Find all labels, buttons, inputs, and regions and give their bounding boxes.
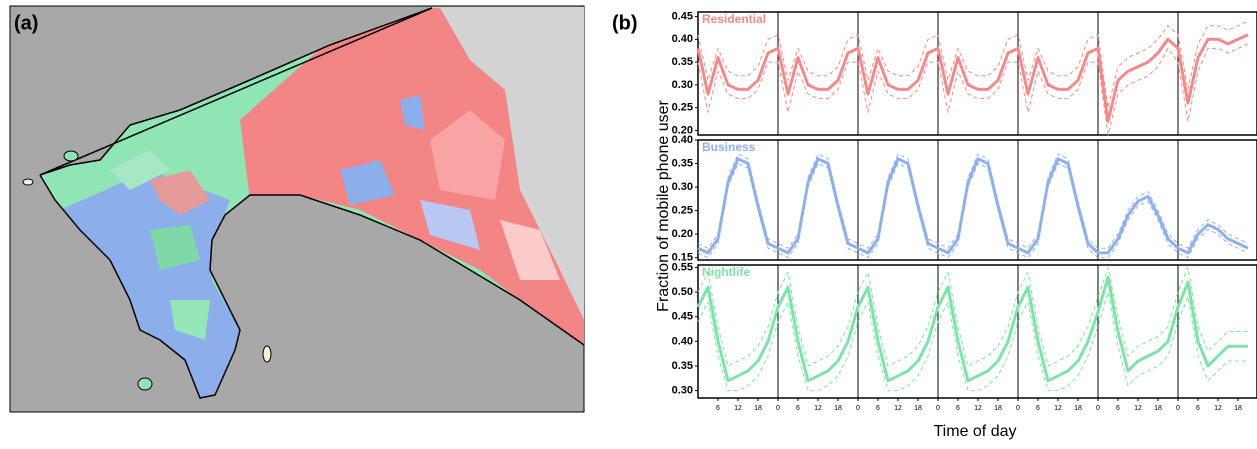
x-tick-label: 6 — [876, 405, 880, 412]
y-tick-label: 0.30 — [672, 385, 693, 397]
x-tick-label: 18 — [834, 405, 842, 412]
x-tick-label: 18 — [914, 405, 922, 412]
x-tick-label: 12 — [894, 405, 902, 412]
island — [63, 150, 79, 162]
y-tick-label: 0.25 — [672, 204, 693, 216]
y-tick-label: 0.45 — [672, 311, 693, 323]
x-tick-label: 12 — [814, 405, 822, 412]
x-tick-label: 18 — [754, 405, 762, 412]
y-tick-label: 0.35 — [672, 56, 693, 68]
series-line — [696, 275, 1248, 383]
x-tick-label: 0 — [936, 405, 940, 412]
y-axis-label: Fraction of mobile phone user — [655, 99, 672, 311]
coastline — [39, 174, 585, 399]
panel-label: (a) — [14, 12, 38, 34]
y-tick-label: 0.30 — [672, 79, 693, 91]
y-tick-label: 0.30 — [672, 181, 693, 193]
x-tick-label: 18 — [1234, 405, 1242, 412]
y-tick-label: 0.20 — [672, 124, 693, 136]
x-tick-label: 0 — [776, 405, 780, 412]
x-tick-label: 12 — [1214, 405, 1222, 412]
x-tick-label: 6 — [1116, 405, 1120, 412]
x-tick-label: 0 — [856, 405, 860, 412]
x-axis-label: Time of day — [934, 423, 1017, 440]
panel-label: (b) — [612, 12, 638, 34]
x-tick-label: 12 — [974, 405, 982, 412]
y-tick-label: 0.40 — [672, 134, 693, 146]
x-tick-label: 0 — [1176, 405, 1180, 412]
map-panel: (a) — [9, 5, 585, 413]
y-tick-label: 0.40 — [672, 33, 693, 45]
y-tick-label: 0.35 — [672, 157, 693, 169]
x-tick-label: 18 — [994, 405, 1002, 412]
confidence-line — [697, 291, 1248, 392]
x-tick-label: 6 — [956, 405, 960, 412]
coastline — [39, 7, 433, 176]
y-tick-label: 0.15 — [672, 252, 693, 264]
y-tick-label: 0.55 — [672, 261, 693, 273]
y-tick-label: 0.50 — [672, 286, 693, 298]
x-tick-label: 12 — [1054, 405, 1062, 412]
confidence-line — [697, 43, 1249, 136]
island — [137, 377, 153, 391]
x-tick-label: 6 — [716, 405, 720, 412]
chart-title: Nightlife — [702, 265, 750, 279]
x-tick-label: 6 — [1036, 405, 1040, 412]
y-tick-label: 0.40 — [672, 335, 693, 347]
y-tick-label: 0.45 — [672, 10, 693, 22]
confidence-line — [697, 163, 1249, 259]
series-line — [697, 157, 1249, 255]
x-tick-label: 6 — [796, 405, 800, 412]
land-outside — [432, 7, 584, 330]
y-tick-label: 0.25 — [672, 102, 693, 114]
series-line — [696, 33, 1249, 123]
y-tick-label: 0.35 — [672, 360, 693, 372]
confidence-line — [697, 267, 1248, 367]
x-tick-label: 6 — [1196, 405, 1200, 412]
confidence-line — [697, 153, 1249, 249]
chart-title: Business — [702, 140, 756, 154]
x-tick-label: 0 — [1016, 405, 1020, 412]
island — [262, 345, 272, 363]
plot-frame — [697, 11, 1257, 136]
chart-title: Residential — [702, 12, 766, 26]
x-tick-label: 0 — [1096, 405, 1100, 412]
x-tick-label: 18 — [1074, 405, 1082, 412]
x-tick-label: 12 — [1134, 405, 1142, 412]
y-tick-label: 0.20 — [672, 228, 693, 240]
x-tick-label: 18 — [1154, 405, 1162, 412]
island — [22, 178, 34, 186]
x-tick-label: 12 — [734, 405, 742, 412]
confidence-line — [697, 20, 1249, 109]
